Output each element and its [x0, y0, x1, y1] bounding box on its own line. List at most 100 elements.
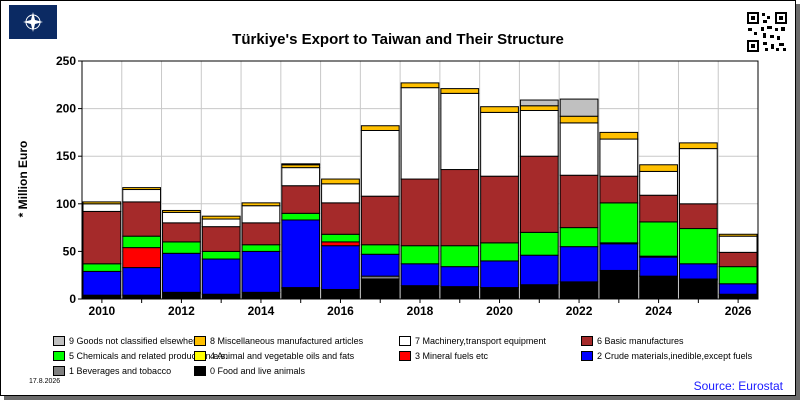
bar-segment	[678, 203, 718, 230]
y-tick-label: 0	[69, 292, 76, 306]
legend-swatch	[53, 366, 65, 376]
bar-segment	[639, 256, 678, 277]
bar-segment	[201, 226, 241, 252]
bar-segment	[122, 235, 162, 249]
bar-segment	[82, 270, 122, 296]
bar-segment	[400, 82, 440, 89]
x-tick-label: 2010	[89, 304, 116, 318]
bar-segment	[718, 283, 758, 295]
bar-segment	[519, 110, 559, 157]
bar-segment	[559, 174, 599, 229]
bar-segment	[400, 285, 440, 300]
bar-segment	[360, 195, 400, 246]
bar-segment	[678, 228, 718, 265]
bar-segment	[201, 218, 241, 228]
bar-segment	[321, 183, 360, 204]
bar-segment	[321, 245, 360, 290]
bar-segment	[678, 148, 718, 205]
bar-segment	[480, 260, 519, 289]
legend-label: 5 Chemicals and related products,n.e.s.	[69, 351, 228, 361]
x-tick-label: 2026	[725, 304, 752, 318]
bar-segment	[162, 209, 201, 213]
bar-segment	[440, 88, 480, 94]
source-note: Source: Eurostat	[693, 379, 783, 393]
bar-segment	[599, 138, 639, 177]
legend-label: 7 Machinery,transport equipment	[415, 336, 546, 346]
bar-segment	[480, 106, 519, 113]
bar-segment	[718, 233, 758, 237]
legend-swatch	[53, 351, 65, 361]
bar-segment	[718, 266, 758, 285]
bar-segment	[201, 293, 241, 300]
bar-segment	[360, 244, 400, 255]
legend-swatch	[194, 366, 206, 376]
bar-segment	[599, 175, 639, 204]
bar-segment	[82, 201, 122, 205]
bar-segment	[321, 241, 360, 247]
y-tick-label: 50	[63, 244, 77, 258]
legend-label: 2 Crude materials,inedible,except fuels	[597, 351, 753, 361]
bar-segment	[201, 250, 241, 260]
bar-segment	[122, 294, 162, 300]
plot-area: 0 50 100 150 200 250 2010 2012 2014 2016 2018 2020 2…	[56, 54, 759, 318]
bar-segment	[321, 288, 360, 300]
bar-segment	[281, 163, 321, 166]
bar-segment	[360, 129, 400, 197]
bar-segment	[639, 164, 678, 172]
legend-swatch	[399, 336, 411, 346]
chart-title: Türkiye's Export to Taiwan and Their Str…	[232, 31, 564, 48]
legend-label: 3 Mineral fuels etc	[415, 351, 489, 361]
bar-segment	[559, 246, 599, 283]
bar-segment	[519, 105, 559, 112]
bar-segment	[82, 294, 122, 300]
legend-swatch	[194, 351, 206, 361]
bar-segment	[162, 292, 201, 300]
bar-segment	[122, 247, 162, 269]
bar-segment	[678, 279, 718, 300]
bar-segment	[639, 170, 678, 196]
legend-swatch	[399, 351, 411, 361]
bar-segment	[559, 98, 599, 117]
bar-segment	[440, 286, 480, 300]
bar-segment	[162, 252, 201, 293]
x-tick-label: 2018	[407, 304, 434, 318]
x-tick-label: 2016	[327, 304, 354, 318]
bar-segment	[281, 219, 321, 289]
bar-segment	[599, 202, 639, 244]
bar-segment	[400, 178, 440, 247]
bar-segment	[360, 125, 400, 131]
bar-segment	[82, 210, 122, 265]
bar-segment	[241, 250, 281, 293]
bar-segment	[400, 87, 440, 180]
bar-segment	[122, 187, 162, 191]
legend-swatch	[581, 351, 593, 361]
bar-segment	[559, 115, 599, 124]
x-tick-label: 2022	[566, 304, 593, 318]
bar-segment	[599, 131, 639, 140]
bar-segment	[519, 254, 559, 286]
x-tick-label: 2012	[168, 304, 195, 318]
bar-segment	[360, 253, 400, 277]
bar-segment	[82, 263, 122, 272]
bar-segment	[639, 275, 678, 300]
bar-segment	[281, 288, 321, 300]
bar-segment	[639, 221, 678, 257]
bar-segment	[559, 227, 599, 248]
qr-code-icon	[746, 11, 788, 53]
legend-swatch	[194, 336, 206, 346]
bar-segment	[559, 281, 599, 300]
bar-segment	[718, 251, 758, 268]
bar-segment	[241, 202, 281, 207]
bar-segment	[360, 278, 400, 300]
bar-segment	[440, 169, 480, 247]
bar-segment	[162, 222, 201, 243]
bar-segment	[82, 203, 122, 212]
bar-segment	[678, 142, 718, 150]
x-tick-label: 2024	[645, 304, 672, 318]
bar-segment	[162, 241, 201, 254]
bar-segment	[201, 215, 241, 220]
bar-segment	[400, 263, 440, 287]
bar-segment	[241, 291, 281, 300]
bar-segment	[718, 235, 758, 253]
bar-segment	[519, 284, 559, 300]
